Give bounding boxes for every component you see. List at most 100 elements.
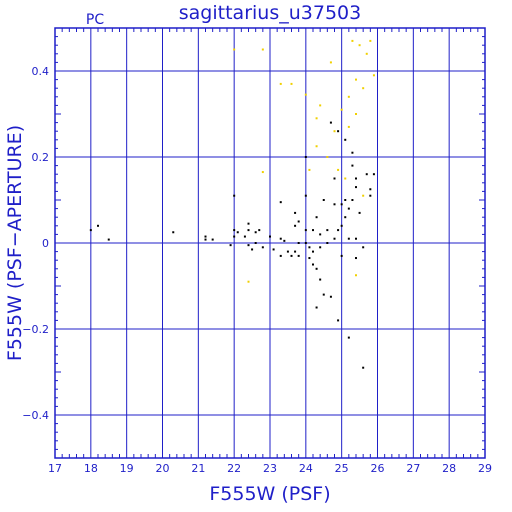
y-tick-label: −0.2 [22, 323, 49, 336]
x-tick-label: 29 [478, 462, 492, 475]
data-point-black [251, 248, 254, 251]
data-point-black [344, 216, 347, 219]
data-point-black [362, 366, 365, 369]
data-point-black [233, 229, 236, 232]
data-point-yellow [362, 87, 365, 90]
data-point-black [329, 121, 332, 124]
x-tick-label: 19 [120, 462, 134, 475]
data-point-black [355, 257, 357, 260]
y-tick-label: 0.2 [32, 151, 50, 164]
data-point-black [283, 239, 286, 242]
data-point-black [369, 194, 372, 197]
data-point-black [340, 224, 343, 227]
data-point-black [243, 235, 246, 238]
data-point-black [344, 199, 347, 201]
data-point-black [351, 151, 354, 154]
data-point-yellow [355, 78, 357, 81]
data-point-black [172, 231, 175, 234]
data-point-black [372, 173, 375, 176]
data-point-black [315, 216, 318, 219]
data-point-black [304, 242, 307, 244]
data-point-black [297, 220, 300, 223]
x-tick-label: 28 [442, 462, 456, 475]
corner-label: PC [86, 12, 104, 28]
x-tick-label: 27 [406, 462, 420, 475]
data-point-yellow [372, 74, 375, 77]
data-point-black [290, 254, 293, 257]
data-point-black [337, 229, 340, 232]
data-point-black [315, 267, 318, 270]
data-point-yellow [351, 39, 354, 42]
data-point-yellow [340, 108, 343, 111]
x-tick-label: 17 [48, 462, 62, 475]
data-point-black [204, 238, 207, 241]
data-point-black [229, 244, 232, 247]
data-point-black [351, 199, 354, 201]
y-axis-label: F555W (PSF−APERTURE) [4, 125, 26, 361]
data-point-black [333, 177, 336, 180]
data-point-black [340, 203, 343, 206]
data-point-black [279, 254, 282, 257]
data-point-black [304, 156, 307, 158]
x-tick-label: 18 [84, 462, 98, 475]
data-point-black [304, 229, 307, 232]
data-point-yellow [319, 104, 322, 107]
data-point-black [272, 248, 275, 251]
data-points [89, 39, 375, 369]
data-point-yellow [358, 44, 361, 47]
data-point-black [297, 254, 300, 257]
data-point-yellow [355, 113, 357, 115]
data-point-black [204, 235, 207, 238]
x-axis-label: F555W (PSF) [209, 483, 330, 505]
data-point-black [247, 222, 250, 225]
data-point-black [279, 201, 282, 204]
data-point-black [294, 250, 297, 253]
data-point-yellow [315, 117, 318, 120]
axis-ticks: 17 18 19 20 21 22 23 24 25 26 27 28 29 −0.4 −0.2 0 0.2 0.… [22, 27, 492, 475]
data-point-yellow [333, 130, 336, 133]
data-point-black [211, 238, 214, 241]
data-point-black [347, 336, 350, 339]
data-point-yellow [337, 168, 340, 171]
data-point-black [312, 263, 314, 266]
data-point-black [355, 177, 357, 180]
data-point-black [337, 319, 340, 322]
data-point-yellow [315, 145, 318, 148]
data-point-yellow [326, 156, 329, 158]
data-point-black [233, 235, 236, 238]
x-tick-label: 21 [191, 462, 205, 475]
data-point-black [261, 246, 264, 249]
data-point-black [351, 164, 354, 167]
data-point-yellow [290, 82, 293, 85]
data-point-black [337, 130, 340, 133]
data-point-black [236, 231, 239, 234]
data-point-yellow [347, 125, 350, 128]
x-tick-label: 23 [263, 462, 277, 475]
data-point-black [333, 203, 336, 206]
data-point-black [247, 229, 250, 232]
data-point-black [97, 224, 99, 227]
data-point-yellow [261, 171, 264, 174]
data-point-black [269, 235, 271, 238]
data-point-black [329, 295, 332, 298]
data-point-black [365, 173, 368, 176]
data-point-yellow [355, 274, 357, 277]
x-tick-label: 25 [335, 462, 349, 475]
y-tick-label: 0 [42, 237, 49, 250]
data-point-black [312, 250, 314, 253]
data-point-black [107, 238, 110, 241]
data-point-black [294, 211, 297, 214]
data-point-black [308, 257, 311, 260]
x-tick-label: 22 [227, 462, 241, 475]
data-point-yellow [365, 52, 368, 55]
data-point-black [319, 246, 322, 249]
data-point-black [362, 246, 365, 249]
data-point-yellow [347, 95, 350, 98]
data-point-black [89, 229, 92, 232]
data-point-black [355, 237, 357, 240]
data-point-black [247, 244, 250, 247]
data-point-black [233, 194, 236, 197]
data-point-black [286, 250, 289, 253]
data-point-yellow [247, 280, 250, 283]
